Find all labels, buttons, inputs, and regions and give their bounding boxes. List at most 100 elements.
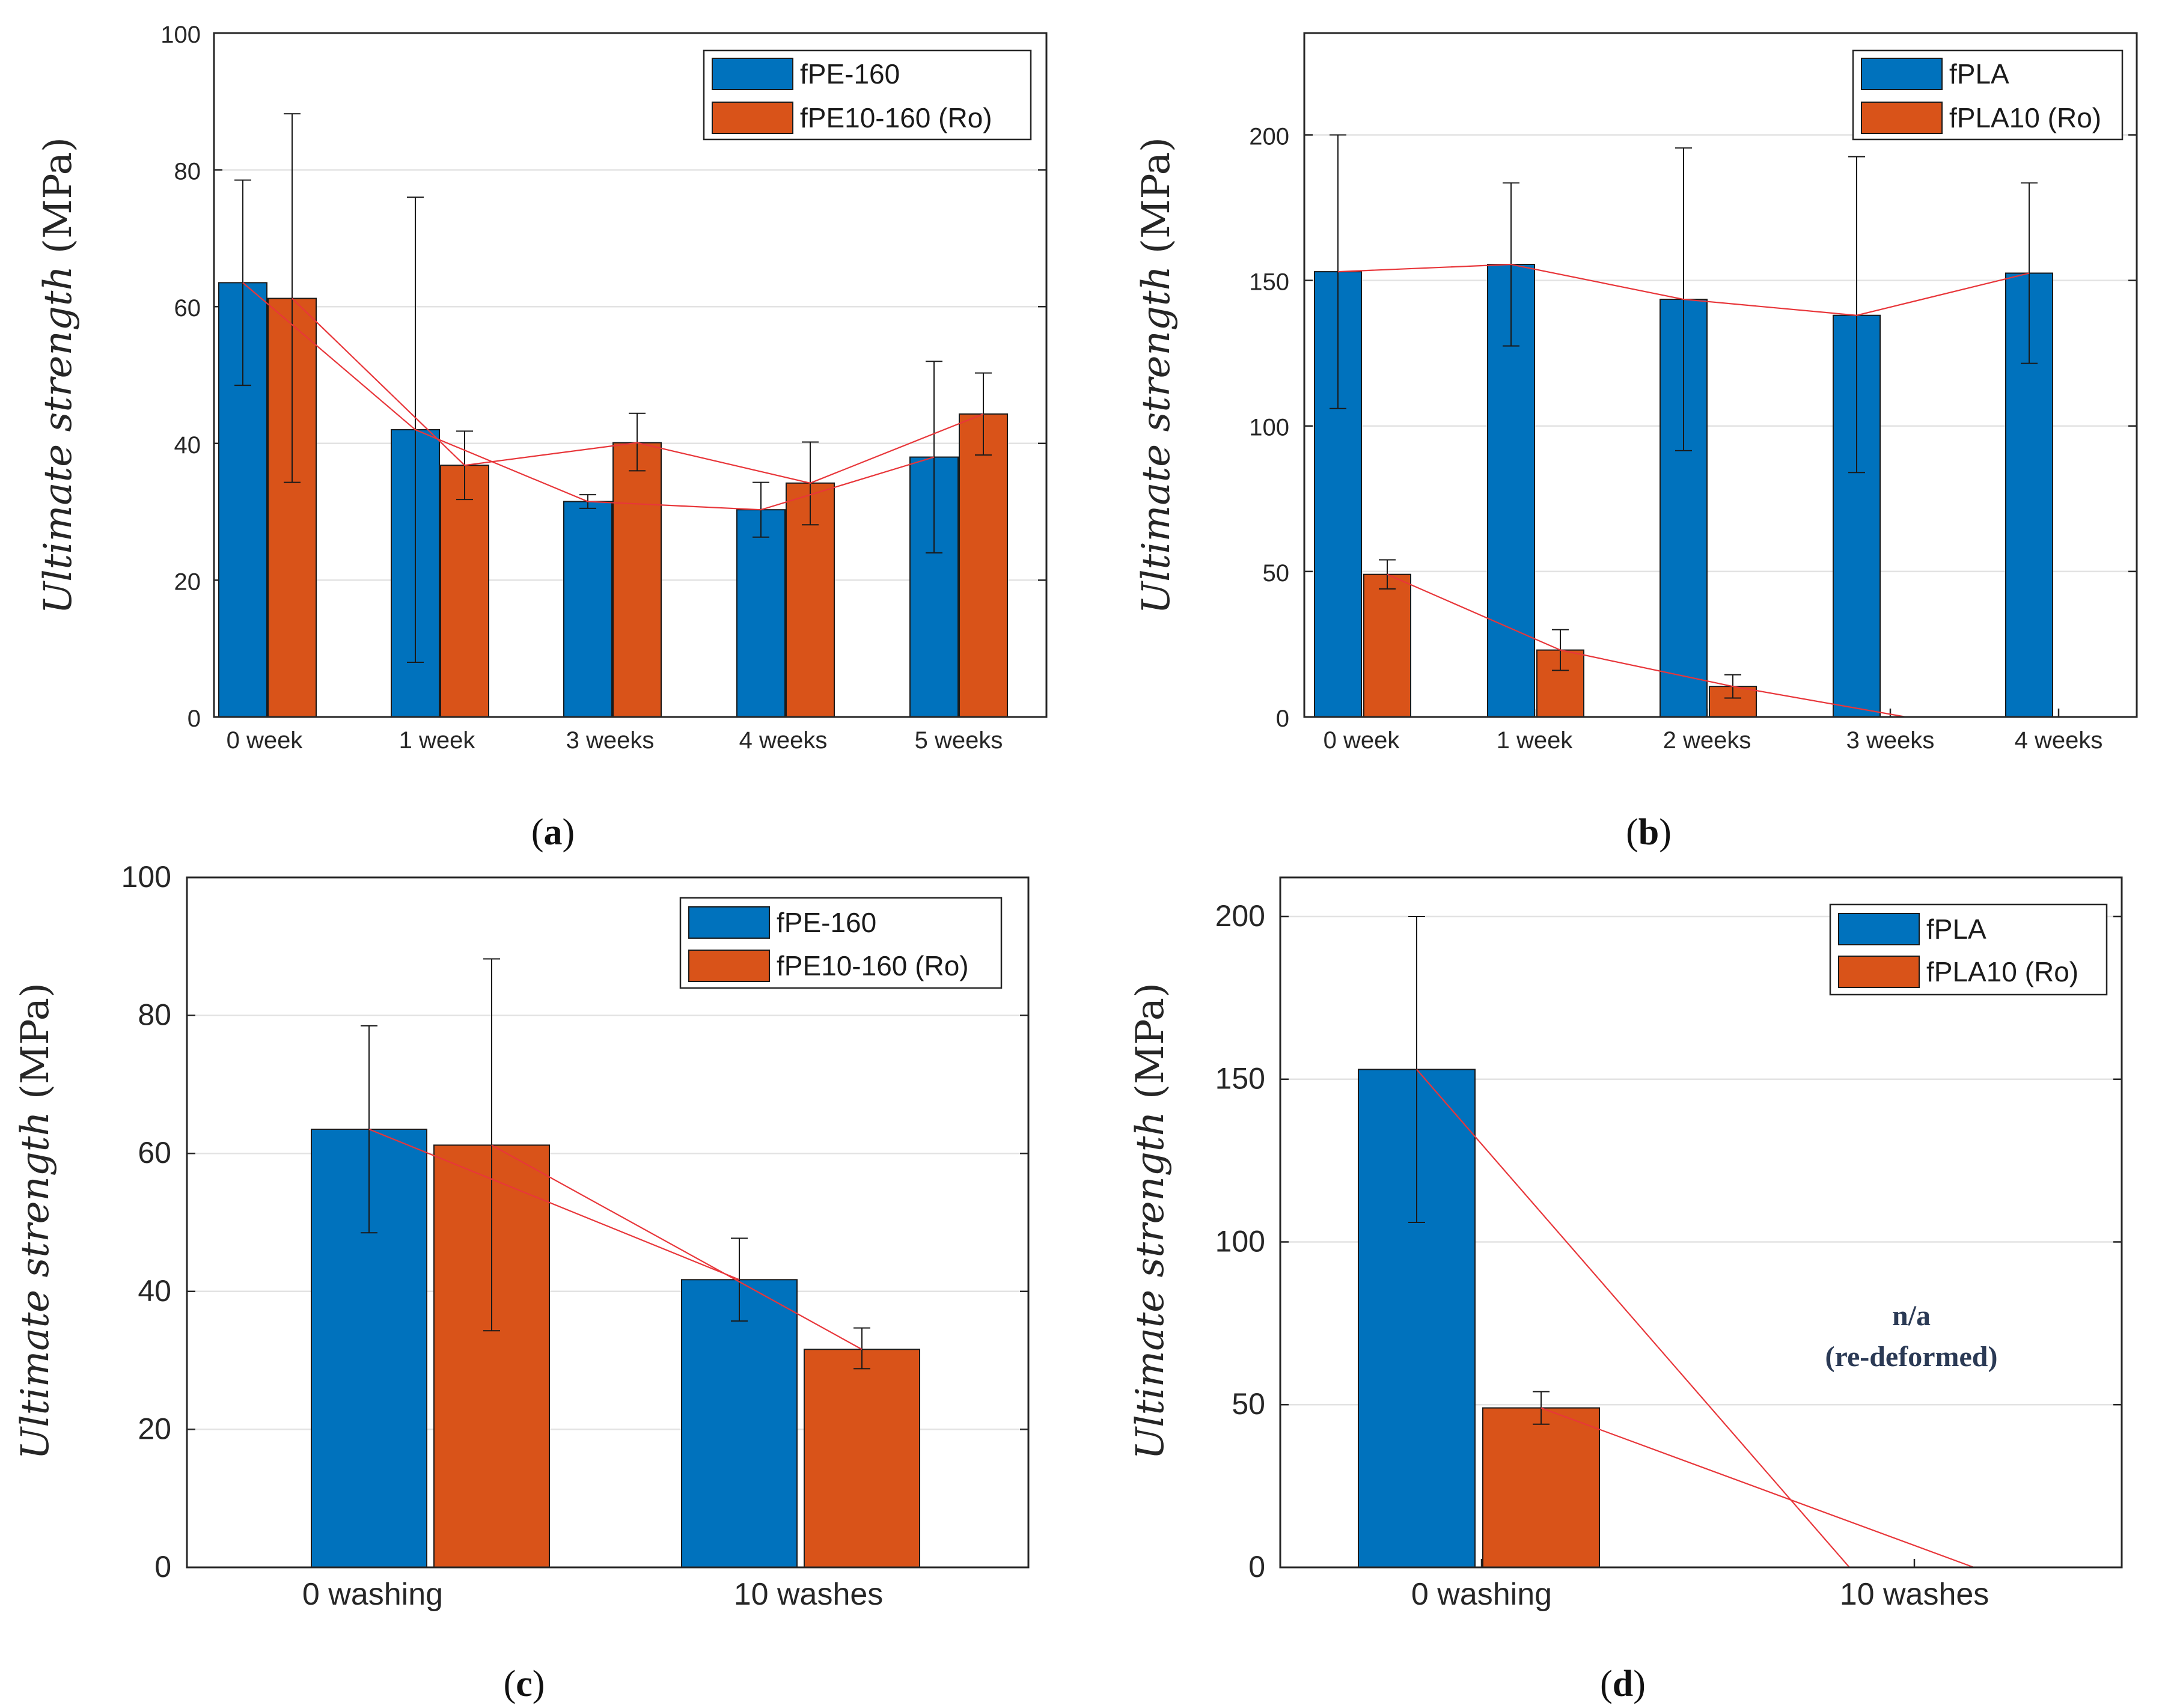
axes-frame xyxy=(186,876,1030,1569)
caption-letter: b xyxy=(1638,812,1659,853)
legend-swatch-series2 xyxy=(1861,102,1943,134)
ytick-label: 150 xyxy=(1249,269,1289,296)
xtick-label: 3 weeks xyxy=(566,727,655,754)
caption-letter: d xyxy=(1613,1664,1633,1704)
ytick-label: 60 xyxy=(138,1136,171,1170)
ytick-label: 100 xyxy=(1215,1224,1265,1258)
bar-series2 xyxy=(804,1349,920,1568)
bar-series1 xyxy=(563,501,612,718)
trend-line-series2 xyxy=(491,1144,863,1350)
ytick-label: 100 xyxy=(1249,415,1289,441)
caption-paren-close: ) xyxy=(533,1664,545,1704)
ytick-label: 0 xyxy=(188,706,201,732)
xtick-label: 5 weeks xyxy=(915,727,1003,754)
panel-b: 0 50 100 150 200 0 week 1 week 2 weeks 3 weeks 4 … xyxy=(1134,32,2138,853)
xtick-label: 0 washing xyxy=(302,1577,443,1612)
caption-paren-close: ) xyxy=(563,812,575,853)
axes-frame xyxy=(1279,876,2123,1569)
caption-paren-open: ( xyxy=(531,812,544,853)
trend-line-series1 xyxy=(368,1129,740,1281)
y-axis-title-unit: (MPa) xyxy=(36,137,81,254)
legend-swatch-series2 xyxy=(688,950,770,982)
panel-caption: (b) xyxy=(1626,812,1672,853)
ytick-label: 200 xyxy=(1215,899,1265,933)
xtick-label: 4 weeks xyxy=(2015,727,2103,754)
ytick-label: 80 xyxy=(138,998,171,1032)
legend-swatch-series2 xyxy=(712,102,793,134)
caption-paren-open: ( xyxy=(504,1664,516,1704)
ytick-label: 0 xyxy=(154,1550,171,1584)
legend-swatch-series1 xyxy=(712,58,793,90)
bar-series2 xyxy=(959,413,1008,718)
plot-area xyxy=(1304,33,2137,717)
ytick-label: 100 xyxy=(160,22,201,48)
legend-label-series1: fPLA xyxy=(1949,58,2009,90)
panel-c: 0 20 40 60 80 100 0 washing 10 washes fPE-160 fPE… xyxy=(13,860,1030,1704)
ytick-label: 200 xyxy=(1249,123,1289,150)
panel-a: 0 20 40 60 80 100 0 week 1 week 3 weeks 4 weeks 5 … xyxy=(36,22,1048,853)
bar-series2 xyxy=(612,442,662,718)
ytick-label: 20 xyxy=(138,1412,171,1445)
y-axis-title: Ultimate strength (MPa) xyxy=(1128,983,1173,1460)
legend-label-series1: fPLA xyxy=(1926,913,1986,945)
axes-frame xyxy=(1303,32,2138,718)
ytick-label: 0 xyxy=(1276,706,1289,732)
panel-caption: (d) xyxy=(1600,1664,1646,1704)
y-axis-title-italic: Ultimate strength xyxy=(1128,1099,1173,1460)
y-axis-title-unit: (MPa) xyxy=(1134,137,1179,254)
ytick-label: 20 xyxy=(174,569,201,595)
caption-paren-close: ) xyxy=(1633,1664,1646,1704)
panel-caption: (c) xyxy=(504,1664,545,1704)
xtick-label: 0 washing xyxy=(1411,1577,1552,1612)
y-axis-title: Ultimate strength (MPa) xyxy=(36,137,81,614)
panel-caption: (a) xyxy=(531,812,575,853)
legend-swatch-series1 xyxy=(1861,58,1943,90)
xtick-label: 0 week xyxy=(227,727,304,754)
y-axis-title: Ultimate strength (MPa) xyxy=(1134,137,1179,614)
bar-series2 xyxy=(440,465,489,718)
bar-series2 xyxy=(1363,573,1411,718)
caption-letter: a xyxy=(544,812,563,853)
bar-series1 xyxy=(736,509,786,718)
trend-line-series1 xyxy=(1337,263,2030,316)
legend-label-series1: fPE-160 xyxy=(800,58,900,90)
panel-d: 0 50 100 150 200 0 washing 10 washes fPLA fPLA10… xyxy=(1128,876,2123,1704)
ytick-label: 40 xyxy=(138,1274,171,1308)
y-axis-title: Ultimate strength (MPa) xyxy=(13,983,58,1460)
ytick-label: 40 xyxy=(174,432,201,459)
y-axis-title-italic: Ultimate strength xyxy=(1134,254,1179,614)
y-axis-title-italic: Ultimate strength xyxy=(13,1099,58,1460)
xtick-label: 3 weeks xyxy=(1846,727,1935,754)
bar-series2 xyxy=(1482,1407,1600,1569)
axes-frame xyxy=(213,32,1048,718)
xtick-label: 1 week xyxy=(399,727,476,754)
bar-series1 xyxy=(681,1279,798,1568)
ytick-label: 0 xyxy=(1248,1550,1265,1584)
legend-label-series2: fPE10-160 (Ro) xyxy=(777,950,969,981)
xtick-label: 2 weeks xyxy=(1663,727,1751,754)
annotation-text: (re-deformed) xyxy=(1825,1341,1998,1373)
legend-label-series2: fPE10-160 (Ro) xyxy=(800,102,992,133)
legend-label-series2: fPLA10 (Ro) xyxy=(1926,956,2078,987)
ytick-label: 50 xyxy=(1232,1387,1265,1421)
y-axis-title-unit: (MPa) xyxy=(13,983,58,1099)
legend-swatch-series1 xyxy=(1838,913,1920,945)
y-axis-title-unit: (MPa) xyxy=(1128,983,1173,1099)
ytick-label: 80 xyxy=(174,159,201,185)
caption-paren-open: ( xyxy=(1600,1664,1613,1704)
trend-line-series2 xyxy=(292,297,984,484)
y-axis-title-italic: Ultimate strength xyxy=(36,254,81,614)
caption-paren-close: ) xyxy=(1659,812,1672,853)
ytick-label: 50 xyxy=(1263,560,1290,587)
ytick-label: 100 xyxy=(121,860,171,894)
trend-line-series2 xyxy=(1541,1407,1974,1569)
caption-letter: c xyxy=(516,1664,533,1704)
xtick-label: 4 weeks xyxy=(739,727,828,754)
legend-label-series1: fPE-160 xyxy=(777,907,876,938)
legend-swatch-series2 xyxy=(1838,956,1920,988)
legend-swatch-series1 xyxy=(688,906,770,939)
trend-line-series1 xyxy=(242,282,935,511)
xtick-label: 1 week xyxy=(1497,727,1574,754)
xtick-label: 10 washes xyxy=(1840,1577,1989,1612)
